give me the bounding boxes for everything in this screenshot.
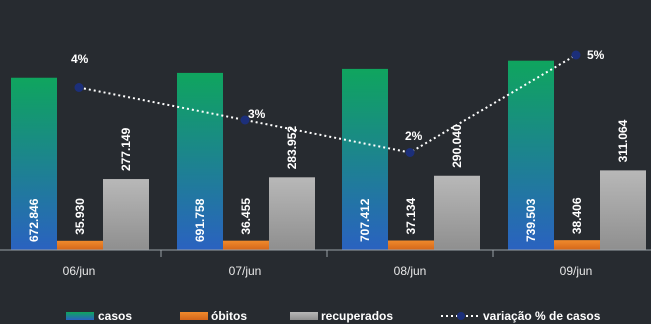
bar-recuperados-2 (434, 175, 480, 250)
value-label-casos-1: 691.758 (193, 198, 207, 242)
value-label-casos-3: 739.503 (524, 198, 538, 242)
legend-label-1: óbitos (211, 309, 247, 323)
x-tick-label-2: 08/jun (394, 264, 427, 278)
line-label-0: 4% (71, 52, 89, 66)
value-label-recuperados-0: 277.149 (119, 127, 133, 171)
legend-label-0: casos (98, 309, 132, 323)
bar-recuperados-3 (600, 170, 646, 250)
value-label-óbitos-2: 37.134 (404, 197, 418, 234)
bar-recuperados-0 (103, 179, 149, 250)
bar-casos-3 (508, 60, 554, 251)
bar-casos-1 (177, 72, 223, 251)
x-tick-label-0: 06/jun (63, 264, 96, 278)
line-point-0 (74, 83, 84, 92)
x-tick-label-1: 07/jun (229, 264, 262, 278)
line-variacao (78, 54, 577, 154)
bar-recuperados-1 (269, 177, 315, 250)
legend-label-2: recuperados (321, 309, 393, 323)
value-label-recuperados-2: 290.040 (450, 124, 464, 168)
value-label-óbitos-0: 35.930 (73, 198, 87, 235)
value-label-casos-0: 672.846 (27, 198, 41, 242)
line-label-1: 3% (248, 107, 266, 121)
legend-line-marker (457, 312, 465, 320)
value-label-óbitos-3: 38.406 (570, 197, 584, 234)
value-label-recuperados-1: 283.952 (285, 126, 299, 170)
bar-óbitos-2 (388, 240, 434, 250)
x-tick-label-3: 09/jun (560, 264, 593, 278)
bar-óbitos-0 (57, 240, 103, 250)
line-point-2 (405, 148, 415, 157)
value-label-óbitos-1: 36.455 (239, 198, 253, 235)
bar-casos-0 (11, 77, 57, 250)
line-point-3 (571, 50, 581, 60)
legend-swatch-0 (66, 312, 94, 320)
value-label-casos-2: 707.412 (358, 198, 372, 242)
legend-swatch-2 (290, 312, 318, 320)
bar-óbitos-3 (554, 240, 600, 250)
bar-óbitos-1 (223, 240, 269, 250)
line-label-2: 2% (405, 129, 423, 143)
bar-casos-2 (342, 68, 388, 250)
legend-swatch-1 (180, 312, 208, 320)
line-label-3: 5% (587, 48, 605, 62)
legend-label-3: variação % de casos (483, 309, 601, 323)
line-point-1 (240, 115, 250, 125)
value-label-recuperados-3: 311.064 (616, 119, 630, 162)
